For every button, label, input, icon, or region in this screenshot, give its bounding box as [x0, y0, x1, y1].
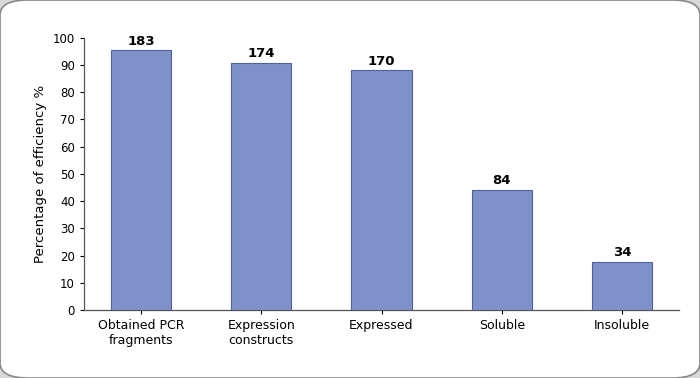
Bar — [592, 262, 652, 310]
Bar — [231, 63, 291, 310]
Bar — [351, 70, 412, 310]
Bar — [472, 190, 532, 310]
Text: 84: 84 — [493, 174, 511, 187]
Y-axis label: Percentage of efficiency %: Percentage of efficiency % — [34, 85, 47, 263]
Bar — [111, 51, 171, 310]
Text: 170: 170 — [368, 54, 395, 68]
Text: 174: 174 — [248, 48, 275, 60]
Text: 183: 183 — [127, 35, 155, 48]
Text: 34: 34 — [612, 246, 631, 259]
